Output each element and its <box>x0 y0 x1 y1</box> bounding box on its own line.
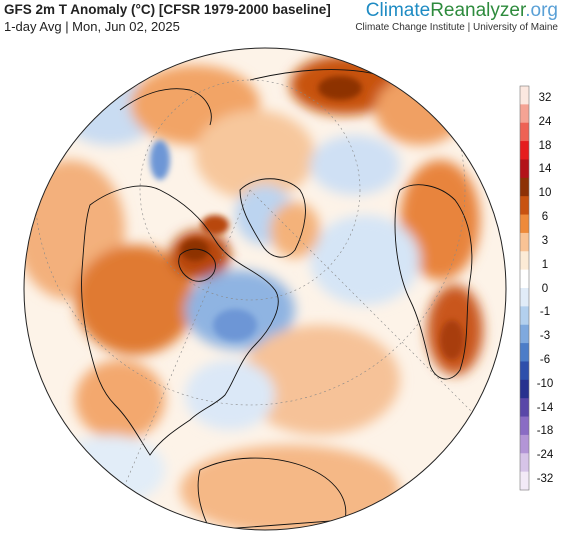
colorbar-swatch <box>520 343 529 362</box>
cold-ontario <box>213 309 257 341</box>
colorbar-swatch <box>520 196 529 216</box>
colorbar <box>520 86 529 491</box>
colorbar-tick-label: -32 <box>536 473 554 485</box>
cool-kara-sea <box>310 135 400 195</box>
colorbar-swatch <box>520 141 529 160</box>
brand-affiliation: Climate Change Institute | University of… <box>355 22 558 33</box>
hudson-bay-outline <box>178 248 216 282</box>
colorbar-tick-label: -18 <box>536 425 554 438</box>
colorbar-tick-label: -24 <box>536 449 554 462</box>
warm-south-america <box>180 445 400 530</box>
colorbar-swatch <box>520 177 529 197</box>
warm-atlantic-mid <box>240 325 400 435</box>
colorbar-swatch <box>520 288 529 307</box>
brand-name-part1: Climate <box>365 0 431 21</box>
colorbar-swatch <box>520 232 529 252</box>
colorbar-swatch <box>520 86 529 105</box>
brand-name-part2: Reanalyzer <box>430 0 526 21</box>
colorbar-swatch <box>520 471 529 491</box>
colorbar-swatch <box>520 361 529 381</box>
colorbar-tick-label: 6 <box>541 211 549 224</box>
colorbar-swatch <box>520 251 529 271</box>
colorbar-tick-label: -10 <box>536 377 554 390</box>
colorbar-swatch <box>520 379 529 399</box>
colorbar-swatch <box>520 122 529 142</box>
anomaly-detail <box>150 76 464 360</box>
colorbar-tick-label: 18 <box>538 139 552 152</box>
cool-north-atlantic <box>310 215 420 305</box>
colorbar-tick-label: 32 <box>538 92 552 104</box>
colorbar-tick-label: -1 <box>539 306 551 319</box>
map-subtitle: 1-day Avg | Mon, Jun 02, 2025 <box>4 19 180 34</box>
hot-nunavut <box>201 215 229 235</box>
cool-atlantic-west <box>185 360 275 430</box>
cold-alaska-spot <box>150 140 170 180</box>
alaska-coast <box>119 88 212 126</box>
latitude-circle-60 <box>139 79 361 301</box>
brand-logo[interactable]: ClimateReanalyzer.org Climate Change Ins… <box>355 1 558 34</box>
warm-europe-east <box>400 160 480 280</box>
europe-outline <box>394 184 473 380</box>
colorbar-tick-label: -6 <box>539 353 551 366</box>
colorbar-tick-label: 24 <box>538 115 552 128</box>
colorbar-swatch <box>520 104 529 124</box>
brand-name: ClimateReanalyzer.org <box>355 1 558 21</box>
deep-hot-siberia <box>318 76 362 100</box>
meridian-2 <box>249 189 481 421</box>
brand-name-part3: .org <box>525 0 558 21</box>
colorbar-swatch <box>520 398 529 418</box>
colorbar-swatch <box>520 416 529 436</box>
colorbar-swatch <box>520 269 529 289</box>
colorbar-tick-label: -3 <box>539 330 551 343</box>
map-title: GFS 2m T Anomaly (°C) [CFSR 1979-2000 ba… <box>4 2 331 17</box>
deep-hot-iberia <box>440 320 464 360</box>
colorbar-swatch <box>520 453 529 473</box>
north-america-outline <box>81 185 279 456</box>
deep-hot-hudson <box>181 239 209 261</box>
colorbar-swatch <box>520 214 529 234</box>
colorbar-swatch <box>520 306 529 326</box>
colorbar-swatch <box>520 324 529 344</box>
colorbar-tick-label: -14 <box>536 401 554 414</box>
colorbar-tick-label: 10 <box>538 187 552 200</box>
globe-outline <box>23 47 507 531</box>
warm-mexico <box>75 360 165 440</box>
south-america-outline <box>197 457 347 530</box>
colorbar-tick-label: 3 <box>541 234 549 247</box>
colorbar-swatch <box>520 159 529 179</box>
warm-greenland-south <box>270 202 320 258</box>
colorbar-swatch <box>520 434 529 454</box>
warm-siberia-east <box>375 75 465 145</box>
warm-west-canada <box>75 245 195 355</box>
cool-pacific-tropic <box>55 435 165 505</box>
colorbar-tick-label: 14 <box>538 163 552 176</box>
colorbar-frame <box>519 85 530 491</box>
colorbar-tick-label: 1 <box>541 258 549 271</box>
colorbar-tick-label: 0 <box>541 282 549 295</box>
greenland-outline <box>239 178 306 258</box>
warm-arctic-center <box>195 110 315 200</box>
